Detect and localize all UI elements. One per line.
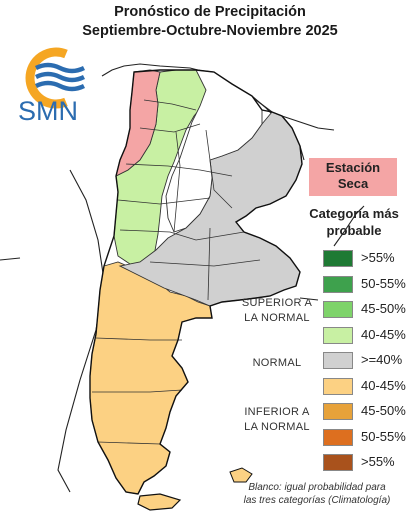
title-line-1: Pronóstico de Precipitación	[114, 4, 306, 20]
title-line-2: Septiembre-Octubre-Noviembre 2025	[82, 23, 338, 39]
logo-text: SMN	[18, 96, 78, 126]
legend-swatch	[323, 403, 353, 420]
argentina-outline	[89, 69, 303, 495]
legend-swatch	[323, 429, 353, 446]
legend-label: 40-45%	[361, 378, 406, 393]
legend-label: 45-50%	[361, 301, 406, 316]
footnote-line-1: Blanco: igual probabilidad para	[248, 482, 386, 493]
map-title: Pronóstico de Precipitación Septiembre-O…	[0, 3, 420, 41]
legend-label: >55%	[361, 250, 395, 265]
malvinas-islands	[229, 467, 253, 483]
legend-swatch	[323, 454, 353, 471]
category-inferior: INFERIOR A LA NORMAL	[232, 405, 322, 435]
category-superior-line-1: SUPERIOR A	[241, 297, 313, 309]
legend-label: 50-55%	[361, 276, 406, 291]
tierra-del-fuego	[137, 493, 182, 511]
legend-label: >55%	[361, 454, 395, 469]
dry-season-line-2: Seca	[337, 176, 369, 191]
category-superior: SUPERIOR A LA NORMAL	[232, 296, 322, 326]
legend-title-line-1: Categoría más	[309, 206, 399, 221]
province-borders	[92, 99, 261, 445]
dry-season-line-1: Estación	[325, 160, 381, 175]
category-inferior-line-2: LA NORMAL	[244, 421, 310, 433]
category-inferior-line-1: INFERIOR A	[244, 406, 310, 418]
forecast-map	[0, 63, 365, 511]
legend-swatch	[323, 276, 353, 293]
legend-swatch	[323, 327, 353, 344]
dry-season-label: Estación Seca	[309, 158, 397, 196]
legend-label: 40-45%	[361, 327, 406, 342]
legend-title-line-2: probable	[326, 223, 382, 238]
legend-label: >=40%	[361, 352, 403, 367]
footnote: Blanco: igual probabilidad para las tres…	[214, 481, 420, 507]
legend-swatch	[323, 352, 353, 369]
footnote-line-2: las tres categorías (Climatología)	[243, 495, 391, 506]
category-normal: NORMAL	[232, 356, 322, 371]
category-superior-line-2: LA NORMAL	[244, 312, 310, 324]
smn-logo	[25, 47, 86, 109]
legend-label: 45-50%	[361, 403, 406, 418]
category-normal-label: NORMAL	[252, 357, 302, 369]
legend-label: 50-55%	[361, 429, 406, 444]
legend-swatch	[323, 250, 353, 267]
legend-title: Categoría más probable	[296, 205, 412, 239]
legend-swatch	[323, 301, 353, 318]
legend-swatch	[323, 378, 353, 395]
